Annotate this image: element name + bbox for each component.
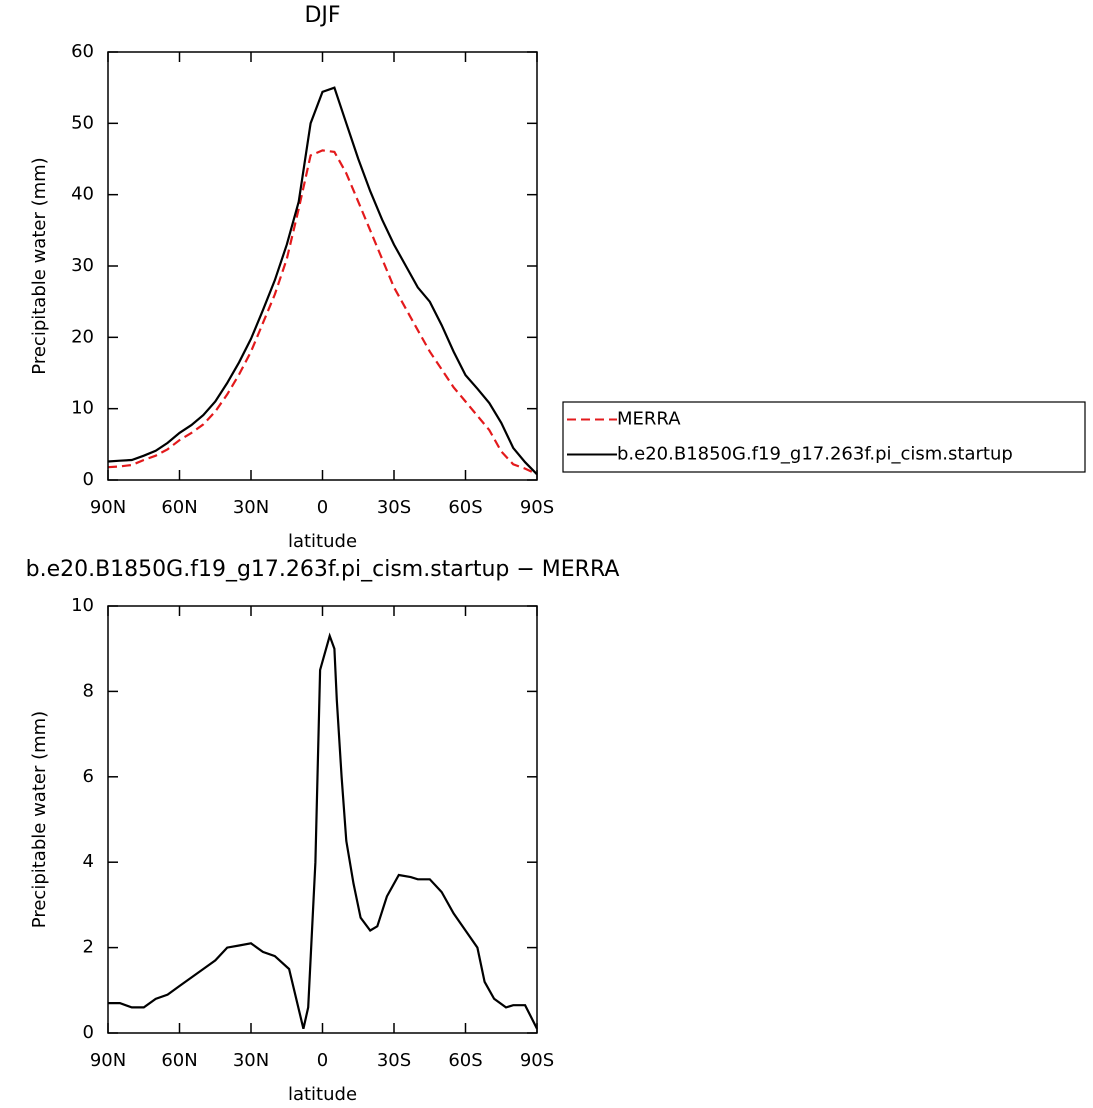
- legend-box: [562, 401, 1086, 473]
- data-line: [107, 149, 538, 476]
- y-tick-label: 60: [71, 41, 94, 62]
- y-tick-label: 4: [83, 851, 94, 872]
- y-tick-label: 0: [83, 1022, 94, 1043]
- legend-label: b.e20.B1850G.f19_g17.263f.pi_cism.startu…: [617, 444, 1013, 465]
- x-axis-label: latitude: [288, 531, 357, 552]
- x-tick-label: 30N: [233, 1050, 269, 1071]
- y-tick-label: 10: [71, 398, 94, 419]
- legend-label: MERRA: [617, 409, 681, 430]
- y-tick-label: 50: [71, 112, 94, 133]
- x-tick-label: 60N: [161, 1050, 197, 1071]
- x-axis-label: latitude: [288, 1084, 357, 1105]
- chart-title: DJF: [304, 3, 340, 28]
- y-tick-label: 8: [83, 680, 94, 701]
- plot-frame: [107, 51, 538, 481]
- x-tick-label: 30S: [377, 497, 411, 518]
- y-tick-label: 30: [71, 255, 94, 276]
- y-tick-label: 40: [71, 184, 94, 205]
- chart-title: b.e20.B1850G.f19_g17.263f.pi_cism.startu…: [26, 557, 620, 582]
- x-tick-label: 0: [317, 497, 328, 518]
- x-tick-label: 60N: [161, 497, 197, 518]
- x-tick-label: 90S: [520, 1050, 554, 1071]
- y-tick-label: 2: [83, 937, 94, 958]
- y-tick-label: 6: [83, 766, 94, 787]
- y-axis-label: Precipitable water (mm): [29, 157, 50, 374]
- x-tick-label: 90S: [520, 497, 554, 518]
- data-line: [107, 86, 538, 476]
- y-tick-label: 10: [71, 595, 94, 616]
- y-axis-label: Precipitable water (mm): [29, 711, 50, 928]
- x-tick-label: 0: [317, 1050, 328, 1071]
- x-tick-label: 60S: [448, 1050, 482, 1071]
- x-tick-label: 30N: [233, 497, 269, 518]
- x-tick-label: 90N: [90, 497, 126, 518]
- plot-frame: [107, 605, 538, 1034]
- x-tick-label: 30S: [377, 1050, 411, 1071]
- y-tick-label: 20: [71, 326, 94, 347]
- x-tick-label: 60S: [448, 497, 482, 518]
- x-tick-label: 90N: [90, 1050, 126, 1071]
- y-tick-label: 0: [83, 469, 94, 490]
- data-line: [108, 632, 538, 1030]
